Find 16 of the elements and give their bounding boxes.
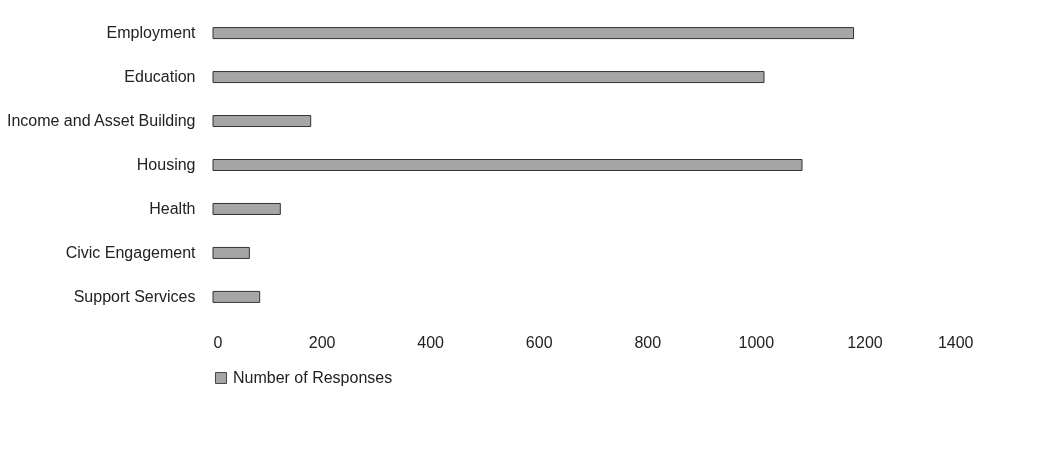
x-tick-label: 400 — [417, 333, 445, 351]
y-tick-label: Support Services — [73, 287, 196, 305]
x-tick-label: 800 — [634, 333, 662, 351]
y-tick-label: Civic Engagement — [65, 243, 197, 261]
y-tick-label: Income and Asset Building — [6, 112, 196, 130]
y-tick-label: Education — [124, 68, 196, 86]
x-tick-label: 600 — [525, 333, 553, 351]
x-tick-label: 200 — [308, 333, 336, 351]
legend-label: Number of Responses — [233, 369, 393, 386]
y-tick-label: Housing — [136, 156, 196, 173]
x-tick-label: 1200 — [847, 333, 883, 351]
y-tick-label: Health — [149, 199, 196, 217]
y-tick-label: Employment — [106, 24, 197, 42]
x-tick-label: 1400 — [937, 333, 974, 351]
x-tick-label: 0 — [213, 333, 223, 351]
x-tick-label: 1000 — [738, 333, 775, 351]
